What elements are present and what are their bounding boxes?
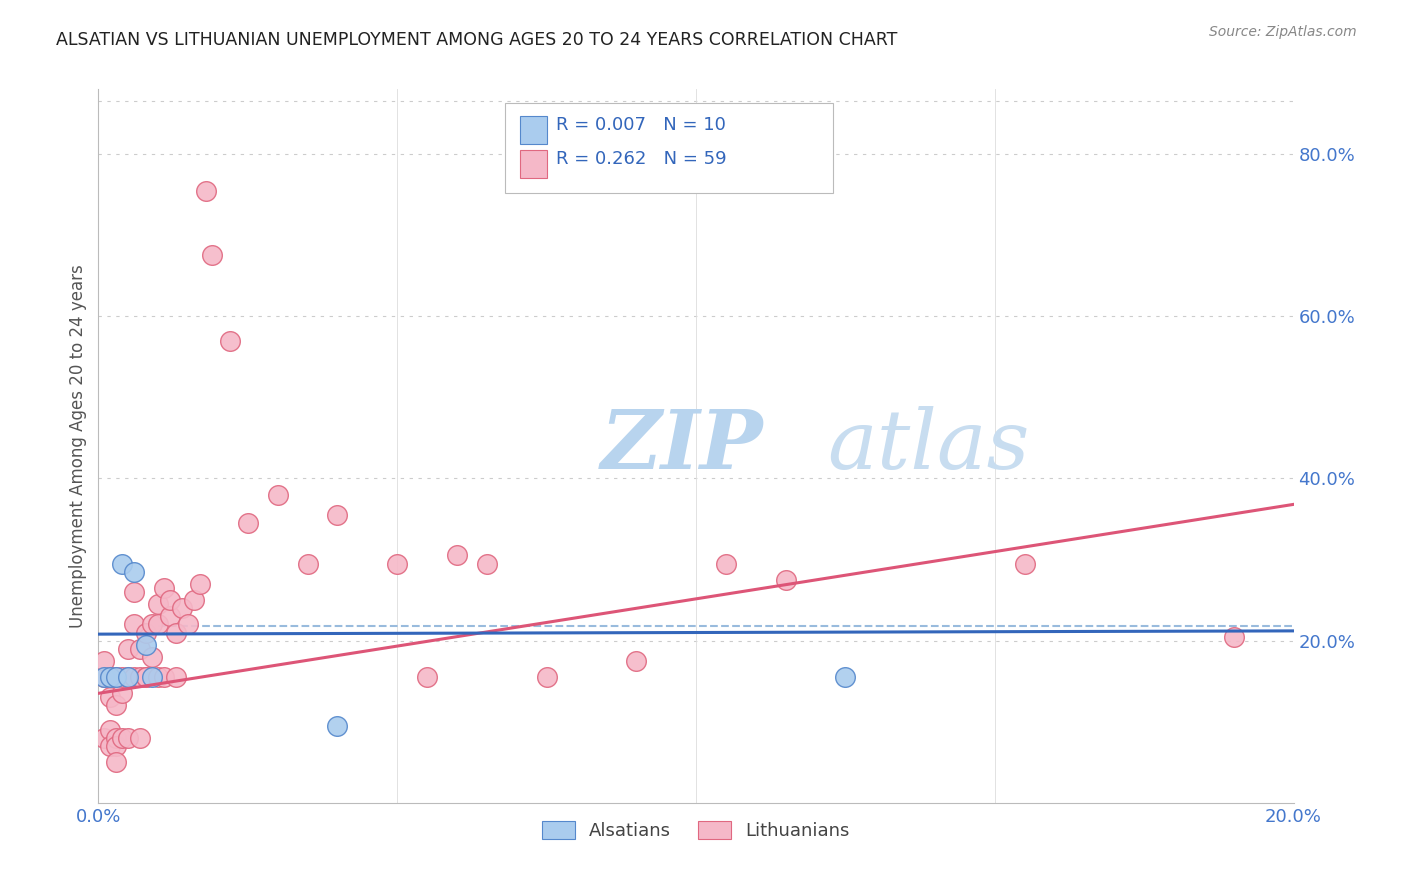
Point <box>141 670 163 684</box>
Point <box>165 670 187 684</box>
Text: ALSATIAN VS LITHUANIAN UNEMPLOYMENT AMONG AGES 20 TO 24 YEARS CORRELATION CHART: ALSATIAN VS LITHUANIAN UNEMPLOYMENT AMON… <box>56 31 897 49</box>
Point <box>446 549 468 563</box>
Point <box>267 488 290 502</box>
Point <box>105 670 128 684</box>
Point <box>297 557 319 571</box>
Point <box>124 565 146 579</box>
Text: ZIP: ZIP <box>600 406 763 486</box>
Point <box>105 756 128 770</box>
Point <box>165 625 187 640</box>
Point <box>153 670 176 684</box>
Point <box>834 670 856 684</box>
Point <box>98 723 122 737</box>
Point <box>416 670 439 684</box>
Point <box>172 601 194 615</box>
Point <box>111 670 134 684</box>
Point <box>117 670 139 684</box>
Point <box>159 609 181 624</box>
Text: R = 0.007   N = 10: R = 0.007 N = 10 <box>557 116 725 134</box>
Point <box>148 617 170 632</box>
Point <box>135 670 157 684</box>
Point <box>117 670 139 684</box>
Point <box>93 670 115 684</box>
Point <box>98 690 122 705</box>
Point <box>219 334 242 348</box>
Point <box>93 731 115 745</box>
Point <box>188 577 211 591</box>
Point <box>129 641 152 656</box>
Point <box>536 670 558 684</box>
Point <box>111 731 134 745</box>
Point <box>98 670 122 684</box>
Point <box>124 585 146 599</box>
Text: atlas: atlas <box>827 406 1029 486</box>
Point <box>105 670 128 684</box>
Point <box>135 625 157 640</box>
Point <box>93 670 115 684</box>
Point <box>105 739 128 753</box>
Point <box>177 617 200 632</box>
Point <box>93 654 115 668</box>
Point <box>98 739 122 753</box>
Point <box>105 698 128 713</box>
FancyBboxPatch shape <box>520 116 547 145</box>
Point <box>135 670 157 684</box>
Point <box>148 597 170 611</box>
Point <box>117 731 139 745</box>
Point <box>111 557 134 571</box>
Point <box>326 719 349 733</box>
Point <box>117 641 139 656</box>
Text: R = 0.262   N = 59: R = 0.262 N = 59 <box>557 150 727 168</box>
Point <box>124 617 146 632</box>
Point <box>775 573 797 587</box>
Point <box>111 686 134 700</box>
Point <box>1223 630 1246 644</box>
Point <box>183 593 205 607</box>
Point <box>129 731 152 745</box>
Point <box>105 731 128 745</box>
Point <box>326 508 349 522</box>
Point <box>98 670 122 684</box>
Point <box>135 638 157 652</box>
Point <box>626 654 648 668</box>
Point <box>159 593 181 607</box>
Point <box>714 557 737 571</box>
Point <box>141 617 163 632</box>
Point <box>201 248 224 262</box>
Point <box>129 670 152 684</box>
Point <box>195 184 218 198</box>
FancyBboxPatch shape <box>520 150 547 178</box>
Point <box>148 670 170 684</box>
Text: Source: ZipAtlas.com: Source: ZipAtlas.com <box>1209 25 1357 39</box>
Point <box>475 557 498 571</box>
Point <box>1014 557 1036 571</box>
FancyBboxPatch shape <box>505 103 834 193</box>
Point <box>153 581 176 595</box>
Point <box>141 649 163 664</box>
Point <box>124 670 146 684</box>
Y-axis label: Unemployment Among Ages 20 to 24 years: Unemployment Among Ages 20 to 24 years <box>69 264 87 628</box>
Point <box>385 557 409 571</box>
Legend: Alsatians, Lithuanians: Alsatians, Lithuanians <box>536 814 856 847</box>
Point <box>236 516 259 530</box>
